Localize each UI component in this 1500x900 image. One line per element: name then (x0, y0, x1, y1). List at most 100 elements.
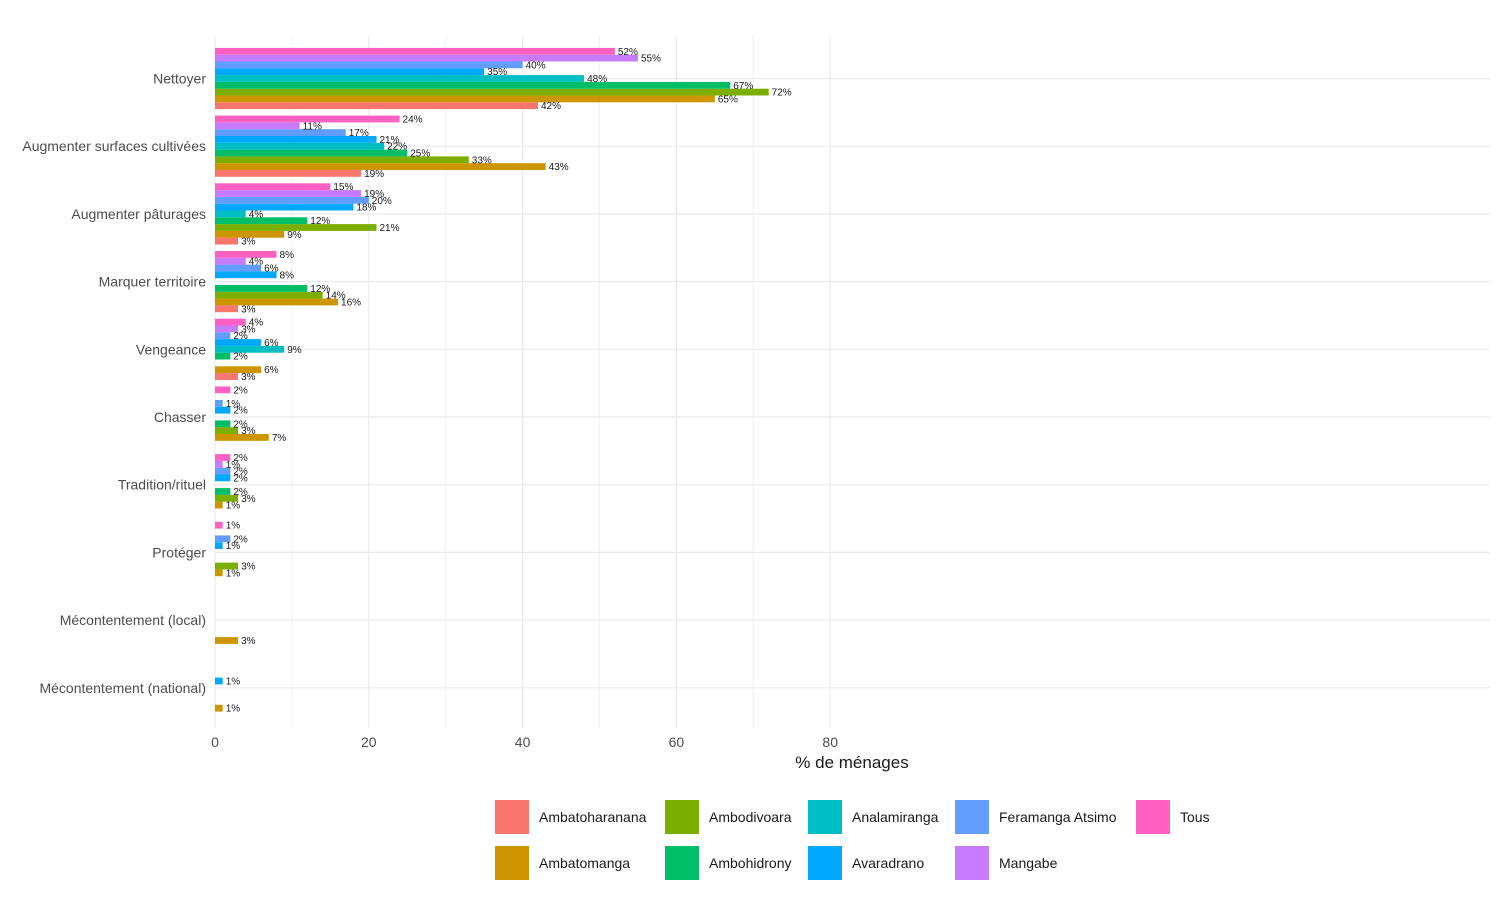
bar (215, 203, 354, 211)
bar-value-label: 8% (280, 270, 295, 281)
bar (215, 102, 538, 110)
bar (215, 257, 246, 265)
bar (215, 386, 231, 394)
bar-value-label: 3% (241, 324, 256, 335)
bar-value-label: 19% (364, 169, 384, 180)
bar-value-label: 4% (249, 257, 264, 268)
bar-value-label: 3% (241, 304, 256, 315)
bar (215, 494, 239, 502)
legend-item: Tous (1136, 800, 1210, 834)
bar (215, 400, 223, 407)
bar-value-label: 52% (618, 47, 638, 58)
bar-value-label: 2% (233, 467, 248, 478)
bar-value-label: 43% (549, 162, 569, 173)
bar (215, 291, 323, 299)
bar-value-label: 1% (226, 541, 241, 552)
bar (215, 454, 231, 461)
bar-value-label: 35% (487, 67, 507, 78)
legend-swatch (665, 846, 699, 880)
bar (215, 332, 231, 340)
bar-value-label: 67% (733, 81, 753, 92)
bar (215, 88, 769, 96)
legend-item: Ambatoharanana (495, 800, 646, 834)
bar-value-label: 2% (233, 406, 248, 417)
bar (215, 345, 285, 353)
bar (215, 156, 469, 164)
bar (215, 47, 615, 55)
bar (215, 285, 308, 292)
bar (215, 677, 223, 685)
legend-label: Ambodivoara (709, 809, 792, 825)
bar (215, 68, 485, 76)
bar-value-label: 21% (379, 223, 399, 234)
bar (215, 271, 277, 279)
bar-value-label: 1% (226, 568, 241, 579)
bar (215, 704, 223, 712)
bar-value-label: 4% (249, 318, 264, 329)
legend-label: Analamiranga (852, 809, 939, 825)
bar (215, 637, 239, 644)
bar (215, 420, 231, 428)
bar-value-label: 33% (472, 155, 492, 166)
bar (215, 142, 385, 150)
bars (215, 47, 769, 712)
bar-value-label: 42% (541, 101, 561, 112)
legend-label: Mangabe (999, 855, 1058, 871)
legend-item: Ambodivoara (665, 800, 792, 834)
y-tick-label: Mécontentement (local) (60, 612, 206, 628)
bar (215, 61, 523, 69)
bar-value-label: 3% (241, 636, 256, 647)
bar (215, 251, 277, 258)
bar (215, 196, 369, 204)
grid (214, 36, 1490, 728)
x-tick-label: 40 (515, 734, 531, 750)
y-tick-label: Chasser (154, 409, 206, 425)
bar (215, 467, 231, 475)
legend-label: Tous (1180, 809, 1210, 825)
bar-value-label: 11% (303, 121, 322, 132)
bar (215, 352, 231, 360)
y-tick-label: Mécontentement (national) (39, 680, 206, 696)
bar-value-label: 6% (264, 264, 279, 275)
legend-item: Mangabe (955, 846, 1057, 880)
bar-value-label: 48% (587, 74, 607, 85)
bar (215, 318, 246, 326)
legend-label: Ambatomanga (539, 855, 631, 871)
bar-value-label: 24% (403, 115, 423, 126)
bar (215, 535, 231, 543)
y-tick-label: Marquer territoire (99, 274, 207, 290)
bar (215, 406, 231, 414)
bar-value-label: 7% (272, 433, 287, 444)
legend-label: Ambohidrony (709, 855, 792, 871)
bar (215, 163, 546, 170)
legend-label: Ambatoharanana (539, 809, 647, 825)
bar-value-label: 18% (356, 203, 376, 214)
bar-value-label: 20% (372, 196, 392, 207)
legend-swatch (808, 846, 842, 880)
bar-value-label: 2% (233, 453, 248, 464)
y-tick-label: Vengeance (136, 341, 206, 357)
bar-value-label: 12% (310, 216, 330, 227)
bar (215, 95, 715, 103)
bar-value-label: 1% (226, 677, 241, 688)
bar (215, 122, 300, 130)
bar (215, 427, 239, 434)
bar (215, 136, 377, 143)
x-axis-title: % de ménages (795, 753, 908, 772)
bar (215, 488, 231, 495)
legend-swatch (665, 800, 699, 834)
bar-value-label: 8% (280, 250, 295, 261)
bar-value-label: 12% (310, 284, 330, 295)
bar (215, 54, 638, 62)
bar (215, 190, 362, 197)
bar-value-label: 21% (379, 135, 399, 146)
bar (215, 366, 262, 374)
bar-value-label: 2% (233, 352, 248, 363)
y-tick-label: Augmenter pâturages (71, 206, 206, 222)
bar-value-label: 17% (349, 128, 369, 139)
legend-item: Feramanga Atsimo (955, 800, 1117, 834)
bar-value-label: 2% (233, 419, 248, 430)
bar (215, 542, 223, 549)
bar-value-label: 2% (233, 473, 248, 484)
